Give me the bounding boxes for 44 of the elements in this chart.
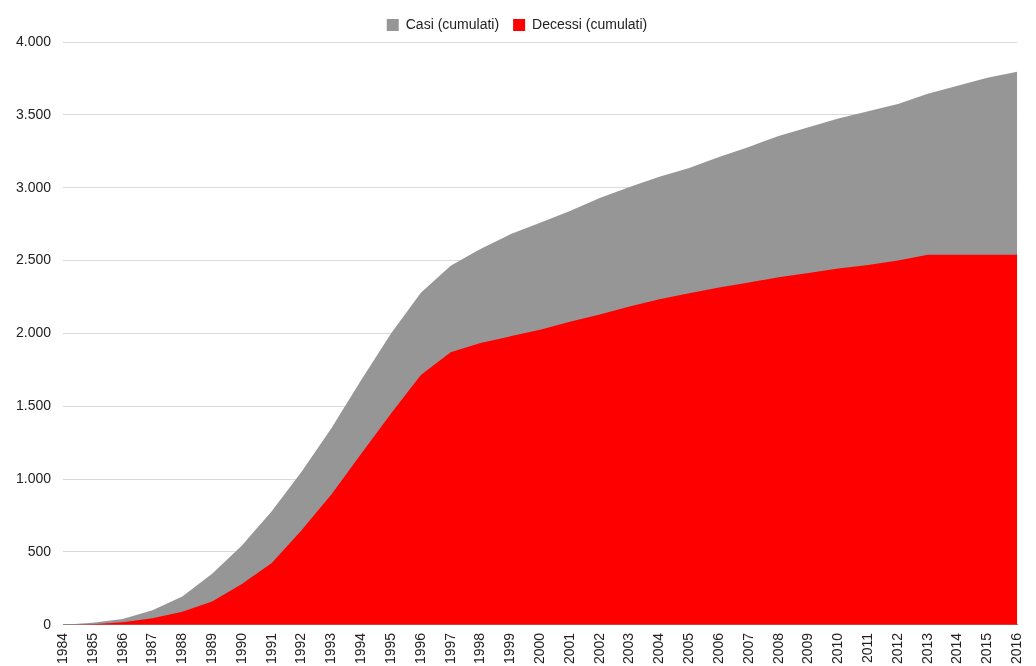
x-tick-label: 1989 [202,632,219,665]
x-tick-label: 1984 [53,632,70,665]
x-tick-label: 1997 [441,632,458,665]
legend-label: Casi (cumulati) [405,15,500,32]
y-tick-label: 2.000 [15,324,52,341]
x-tick-label: 1995 [381,632,398,665]
x-tick-label: 1999 [501,632,518,665]
y-tick-label: 1.000 [15,470,52,486]
x-tick-label: 1994 [352,632,369,665]
x-tick-label: 2003 [620,632,637,665]
x-tick-label: 2008 [769,632,786,665]
x-tick-label: 1986 [113,632,130,665]
y-tick-label: 3.000 [15,178,52,195]
x-tick-label: 1985 [83,632,100,665]
y-tick-label: 2.500 [15,251,52,268]
x-tick-label: 2013 [918,632,935,665]
x-tick-label: 2016 [1008,632,1025,665]
x-tick-label: 1993 [322,632,339,665]
x-tick-label: 2000 [530,632,547,665]
x-tick-label: 2011 [858,632,875,663]
x-tick-label: 2015 [978,632,995,665]
x-tick-label: 1992 [292,632,309,665]
y-tick-label: 4.000 [15,32,52,49]
x-tick-label: 1987 [143,632,160,665]
x-tick-label: 2012 [888,632,905,665]
x-tick-label: 2007 [739,632,756,665]
x-tick-label: 2004 [650,632,667,665]
y-tick-label: 500 [27,542,52,559]
x-tick-label: 2010 [829,632,846,665]
x-tick-label: 2006 [709,632,726,665]
y-tick-label: 1.500 [15,397,52,414]
x-tick-label: 1991 [262,632,279,665]
x-tick-label: 1990 [232,632,249,665]
x-tick-label: 2002 [590,632,607,665]
x-tick-label: 1996 [411,632,428,665]
x-tick-label: 1988 [173,632,190,665]
x-tick-label: 2005 [680,632,697,665]
x-tick-label: 2014 [948,632,965,665]
y-tick-label: 0 [43,615,52,632]
x-tick-label: 2009 [799,632,816,665]
x-tick-label: 2001 [560,632,577,665]
x-tick-label: 1998 [471,632,488,665]
legend-label: Decessi (cumulati) [532,15,648,32]
y-tick-label: 3.500 [15,105,52,122]
